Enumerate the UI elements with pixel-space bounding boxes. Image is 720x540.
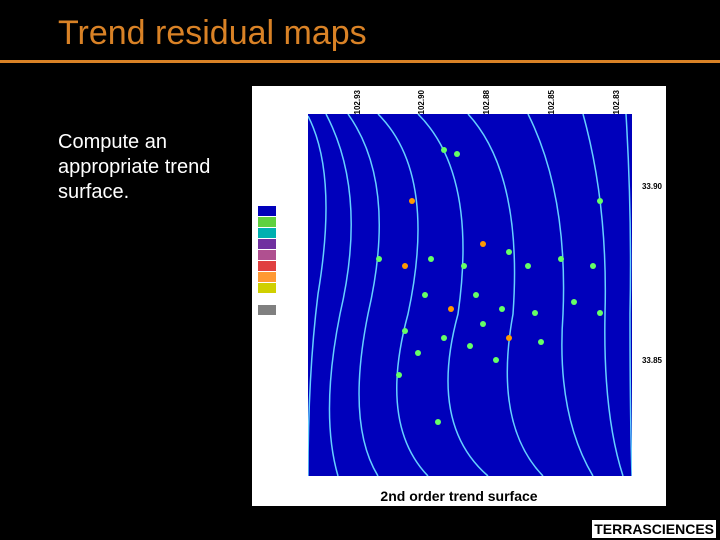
scatter-point [428,256,434,262]
legend-swatch [258,250,276,260]
legend-label: -360 [278,241,300,248]
legend-item: -510 [258,272,300,282]
legend-label: -510 [278,274,300,281]
legend-swatch [258,294,276,304]
legend-item: -660 [258,305,300,315]
contour-line [378,114,428,476]
contour-line [528,114,593,476]
y-axis-tick: 33.90 [642,182,662,191]
x-axis-tick: 102.93 [353,90,362,114]
scatter-point [597,198,603,204]
contour-line [583,114,623,476]
chart-legend: -910 -260 -310 -360 -410 -460 -510 -560 -610 -660 [258,206,300,316]
scatter-point [506,249,512,255]
scatter-point [480,321,486,327]
title-underline [0,60,720,63]
scatter-point [597,310,603,316]
scatter-point [461,263,467,269]
contour-line [468,114,543,476]
legend-label: -310 [278,230,300,237]
scatter-point [435,419,441,425]
chart-caption: 2nd order trend surface [252,488,666,504]
x-axis-tick: 102.88 [482,90,491,114]
legend-item: -460 [258,261,300,271]
scatter-point [409,198,415,204]
legend-label: -460 [278,263,300,270]
legend-swatch [258,228,276,238]
legend-swatch [258,272,276,282]
description-text: Compute an appropriate trend surface. [58,130,238,205]
legend-swatch [258,283,276,293]
legend-label: -260 [278,219,300,226]
legend-item: -260 [258,217,300,227]
scatter-point [454,151,460,157]
legend-label: -560 [278,285,300,292]
legend-swatch [258,261,276,271]
scatter-point [422,292,428,298]
footer-brand: TERRASCIENCES [592,520,716,538]
legend-item: -410 [258,250,300,260]
legend-label: -910 [278,208,300,215]
legend-swatch [258,305,276,315]
scatter-point [532,310,538,316]
x-axis-tick: 102.90 [417,90,426,114]
contour-line [626,114,632,476]
slide-title: Trend residual maps [58,14,367,53]
x-axis-tick: 102.83 [612,90,621,114]
legend-item: -610 [258,294,300,304]
legend-label: -610 [278,296,300,303]
scatter-point [571,299,577,305]
contour-line [326,114,351,476]
legend-swatch [258,217,276,227]
legend-item: -910 [258,206,300,216]
scatter-point [467,343,473,349]
legend-label: -410 [278,252,300,259]
legend-item: -560 [258,283,300,293]
contour-lines [308,114,632,476]
scatter-point [396,372,402,378]
legend-item: -310 [258,228,300,238]
legend-swatch [258,206,276,216]
y-axis-tick: 33.85 [642,356,662,365]
x-axis-tick: 102.85 [547,90,556,114]
legend-swatch [258,239,276,249]
legend-item: -360 [258,239,300,249]
legend-label: -660 [278,307,300,314]
chart-container: -910 -260 -310 -360 -410 -460 -510 -560 -610 -660… [252,86,666,506]
contour-line [308,116,326,476]
contour-line [348,114,379,476]
scatter-point [558,256,564,262]
